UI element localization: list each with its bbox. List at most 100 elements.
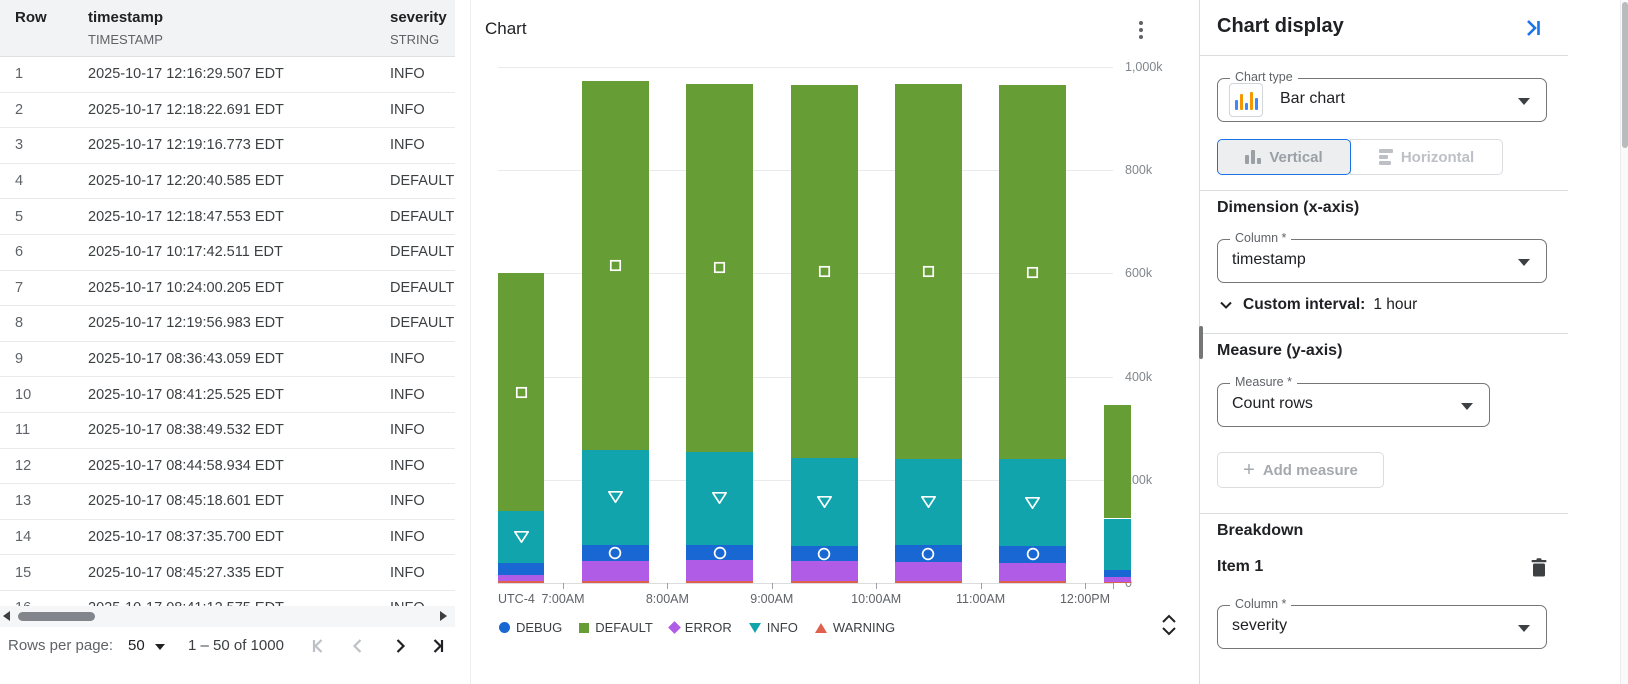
bar-segment-debug[interactable] (894, 545, 962, 562)
bar-segment-default[interactable] (1103, 404, 1131, 519)
table-row[interactable]: 12 2025-10-17 08:44:58.934 EDT INFO (0, 448, 455, 485)
legend-label: DEBUG (516, 620, 563, 635)
bar-segment-info[interactable] (790, 458, 858, 546)
first-page-icon (312, 639, 323, 653)
table-row[interactable]: 10 2025-10-17 08:41:25.525 EDT INFO (0, 377, 455, 413)
bar-segment-warning[interactable] (1103, 581, 1131, 583)
legend-item-error: ERROR (667, 620, 732, 635)
table-row[interactable]: 4 2025-10-17 12:20:40.585 EDT DEFAULT (0, 163, 455, 200)
severity-cell: INFO (390, 564, 425, 581)
scroll-right-arrow-icon[interactable] (440, 611, 447, 621)
bar-segment-error[interactable] (999, 562, 1067, 581)
bar-segment-default[interactable] (894, 83, 962, 459)
measure-value: Count rows (1232, 395, 1313, 412)
table-row[interactable]: 3 2025-10-17 12:19:16.773 EDT INFO (0, 128, 455, 164)
row-number-cell: 12 (15, 457, 32, 474)
severity-cell: DEFAULT (390, 279, 455, 296)
delete-breakdown-button[interactable] (1529, 557, 1549, 579)
legend-item-default: DEFAULT (579, 620, 653, 635)
side-panel-scrollbar-thumb[interactable] (1199, 326, 1203, 359)
window-scrollbar[interactable] (1620, 0, 1628, 684)
table-row[interactable]: 14 2025-10-17 08:37:35.700 EDT INFO (0, 519, 455, 556)
collapse-panel-button[interactable] (1522, 17, 1544, 39)
bar-segment-default[interactable] (686, 83, 754, 452)
bar-segment-default[interactable] (999, 85, 1067, 460)
table-row[interactable]: 8 2025-10-17 12:19:56.983 EDT DEFAULT (0, 306, 455, 342)
table-row[interactable]: 2 2025-10-17 12:18:22.691 EDT INFO (0, 92, 455, 129)
bar-segment-error[interactable] (686, 560, 754, 581)
table-row[interactable]: 11 2025-10-17 08:38:49.532 EDT INFO (0, 412, 455, 449)
last-page-button[interactable] (424, 634, 448, 658)
window-scrollbar-thumb[interactable] (1622, 2, 1628, 148)
custom-interval-toggle[interactable]: Custom interval: 1 hour (1217, 296, 1417, 314)
vertical-orientation-button[interactable]: Vertical (1217, 139, 1351, 175)
bar-segment-debug[interactable] (686, 544, 754, 561)
row-number-cell: 8 (15, 315, 24, 332)
bar-segment-error[interactable] (790, 561, 858, 581)
bar-segment-info[interactable] (581, 449, 649, 545)
dimension-column-select[interactable]: Column * timestamp (1217, 231, 1547, 283)
timezone-label: UTC-4 (498, 592, 535, 606)
row-number-cell: 9 (15, 351, 24, 368)
bar-segment-debug[interactable] (498, 563, 545, 575)
scroll-left-arrow-icon[interactable] (3, 611, 10, 621)
table-row[interactable]: 16 2025-10-17 08:41:12.575 EDT INFO (0, 590, 455, 607)
chart-type-select[interactable]: Chart type Bar chart (1217, 70, 1547, 122)
table-horizontal-scrollbar[interactable] (0, 606, 455, 627)
table-row[interactable]: 5 2025-10-17 12:18:47.553 EDT DEFAULT (0, 199, 455, 235)
bar-segment-debug[interactable] (790, 545, 858, 562)
bar-segment-error[interactable] (498, 574, 545, 582)
row-number-cell: 3 (15, 137, 24, 154)
chart-type-value: Bar chart (1280, 90, 1345, 107)
bar-segment-debug[interactable] (1103, 570, 1131, 577)
plus-icon: + (1243, 459, 1255, 481)
divider (1200, 513, 1568, 514)
rows-per-page-select[interactable]: 50 (128, 637, 145, 654)
vertical-bars-icon (1245, 150, 1262, 164)
timestamp-cell: 2025-10-17 12:16:29.507 EDT (88, 66, 284, 83)
bar-segment-debug[interactable] (581, 544, 649, 561)
table-row[interactable]: 1 2025-10-17 12:16:29.507 EDT INFO (0, 57, 455, 93)
next-page-button[interactable] (388, 634, 412, 658)
bar-segment-warning[interactable] (999, 580, 1067, 583)
bar-segment-default[interactable] (581, 81, 649, 450)
row-number-cell: 16 (15, 600, 31, 607)
horizontal-scrollbar-thumb[interactable] (18, 612, 95, 621)
chevron-left-icon (352, 639, 362, 653)
bar-segment-info[interactable] (894, 458, 962, 546)
first-page-button[interactable] (308, 634, 332, 658)
x-axis-tick-label: 9:00AM (750, 592, 794, 606)
bar-segment-error[interactable] (894, 561, 962, 581)
bar-segment-info[interactable] (498, 510, 545, 564)
bar-segment-warning[interactable] (790, 580, 858, 583)
rows-per-page-caret-icon[interactable] (155, 644, 165, 650)
bar-segment-error[interactable] (581, 560, 649, 581)
bar-segment-default[interactable] (498, 273, 545, 511)
bar-segment-info[interactable] (686, 451, 754, 545)
severity-cell: DEFAULT (390, 244, 455, 261)
table-row[interactable]: 15 2025-10-17 08:45:27.335 EDT INFO (0, 555, 455, 591)
add-measure-button[interactable]: + Add measure (1217, 452, 1384, 488)
bar-segment-default[interactable] (790, 85, 858, 459)
bar-segment-info[interactable] (1103, 518, 1131, 571)
chart-options-kebab-icon[interactable] (1132, 21, 1150, 41)
bar-segment-error[interactable] (1103, 576, 1131, 582)
table-row[interactable]: 13 2025-10-17 08:45:18.601 EDT INFO (0, 484, 455, 520)
bar-segment-warning[interactable] (581, 580, 649, 583)
triangle-down-legend-icon (748, 622, 761, 633)
timestamp-cell: 2025-10-17 08:45:27.335 EDT (88, 564, 284, 581)
column-name: severity (390, 9, 447, 26)
bar-segment-warning[interactable] (686, 580, 754, 583)
horizontal-orientation-button[interactable]: Horizontal (1350, 139, 1503, 175)
expand-collapse-chart-icon[interactable] (1158, 612, 1180, 638)
table-row[interactable]: 6 2025-10-17 10:17:42.511 EDT DEFAULT (0, 234, 455, 271)
bar-segment-info[interactable] (999, 459, 1067, 546)
previous-page-button[interactable] (346, 634, 370, 658)
bar-segment-warning[interactable] (498, 581, 545, 583)
table-row[interactable]: 7 2025-10-17 10:24:00.205 EDT DEFAULT (0, 270, 455, 307)
table-row[interactable]: 9 2025-10-17 08:36:43.059 EDT INFO (0, 341, 455, 378)
bar-segment-warning[interactable] (894, 580, 962, 583)
breakdown-column-select[interactable]: Column * severity (1217, 597, 1547, 649)
measure-select[interactable]: Measure * Count rows (1217, 375, 1490, 427)
bar-segment-debug[interactable] (999, 545, 1067, 563)
